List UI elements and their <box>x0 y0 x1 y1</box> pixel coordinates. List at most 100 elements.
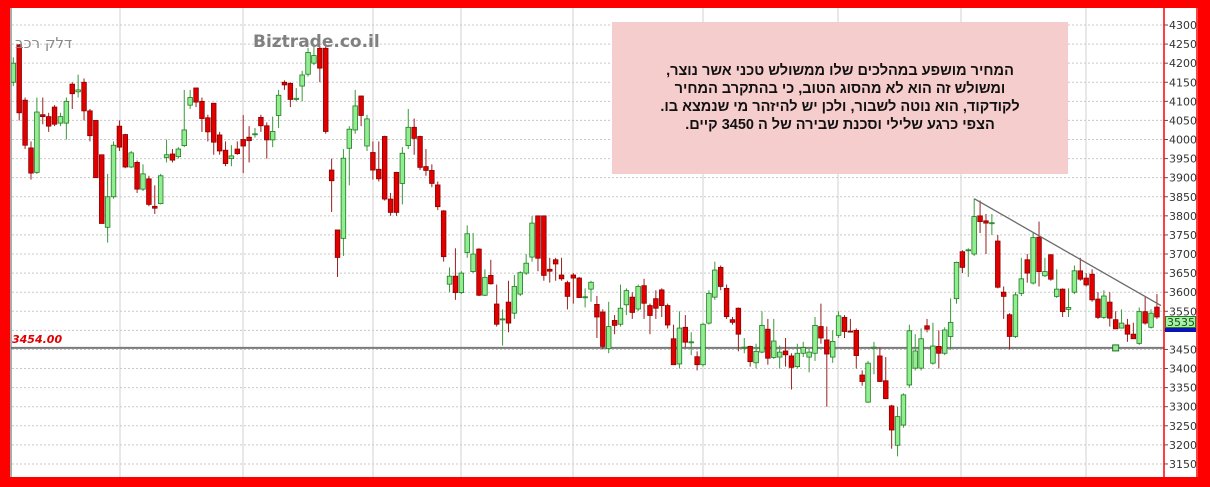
candle-body <box>647 305 653 316</box>
candle-body <box>953 262 960 300</box>
candle-body <box>888 405 895 431</box>
candle-body <box>894 416 901 446</box>
candle-up <box>75 74 81 98</box>
y-tick-label: 4100 <box>1169 95 1197 108</box>
candle-body <box>995 240 1001 288</box>
marker-square <box>1112 344 1120 352</box>
candle-down <box>358 95 364 127</box>
candle-body <box>529 222 535 258</box>
candle-down <box>558 257 565 281</box>
candle-body <box>110 144 117 198</box>
candle-up <box>252 128 258 138</box>
candle-up <box>753 343 759 369</box>
candle-down <box>81 78 87 121</box>
candle-down <box>328 158 335 213</box>
candle-body <box>1030 237 1036 284</box>
candle-down <box>1089 269 1095 302</box>
candle-body <box>57 116 64 124</box>
candle-body <box>511 286 518 314</box>
candle-down <box>747 345 753 367</box>
candle-body <box>912 350 918 369</box>
candle-body <box>399 152 406 184</box>
candle-down <box>264 122 270 159</box>
candle-body <box>558 274 565 280</box>
candle-down <box>488 259 494 285</box>
annotation-text: המחיר מושפע במהלכים שלו ממשולש טכני אשר … <box>660 62 1019 134</box>
candle-down <box>211 102 217 155</box>
candle-body <box>423 166 429 171</box>
candle-down <box>541 215 547 281</box>
candle-body <box>40 114 46 118</box>
y-tick-label: 4150 <box>1169 76 1197 89</box>
overlay <box>973 198 1162 352</box>
candle-up <box>588 280 594 302</box>
candle-up <box>712 261 718 300</box>
candle-up <box>688 332 694 356</box>
candle-down <box>1024 254 1030 283</box>
candle-body <box>476 248 482 296</box>
candle-down <box>653 290 659 319</box>
candle-body <box>169 153 176 161</box>
candle-body <box>163 154 170 158</box>
candle-down <box>535 215 541 272</box>
candle-up <box>34 97 40 174</box>
candle-down <box>859 370 865 386</box>
candle-body <box>393 171 400 213</box>
candle-body <box>1124 324 1131 335</box>
candle-down <box>765 318 771 365</box>
candle-down <box>1000 286 1007 319</box>
candle-body <box>311 55 317 64</box>
candle-down <box>723 284 730 319</box>
candle-body <box>152 205 158 209</box>
last-price-badge: 3535 <box>1165 316 1196 329</box>
candle-body <box>505 301 512 324</box>
candle-up <box>906 324 913 388</box>
candle-body <box>971 216 977 255</box>
candle-down <box>152 185 158 214</box>
candle-body <box>989 222 995 225</box>
candle-body <box>547 268 553 272</box>
candle-body <box>346 128 353 149</box>
candle-up <box>181 89 187 148</box>
candle-up <box>1012 292 1019 338</box>
candles <box>10 44 1160 457</box>
y-tick-label: 3450 <box>1169 343 1197 356</box>
candle-down <box>995 234 1001 289</box>
candle-body <box>635 286 641 310</box>
candle-body <box>1036 236 1042 272</box>
candle-body <box>942 329 948 354</box>
candle-body <box>883 380 889 400</box>
candle-body <box>205 117 211 133</box>
candle-body <box>517 272 523 295</box>
y-tick-label: 3150 <box>1169 458 1197 471</box>
candle-up <box>800 341 806 358</box>
candle-up <box>830 330 836 363</box>
candle-up <box>971 198 977 256</box>
candle-body <box>1136 311 1142 344</box>
candle-body <box>1054 288 1060 297</box>
y-tick-label: 3350 <box>1169 382 1197 395</box>
candle-up <box>700 322 706 367</box>
candle-up <box>482 269 488 297</box>
candle-up <box>953 261 960 304</box>
candle-body <box>600 311 606 347</box>
candle-down <box>888 404 895 449</box>
candle-up <box>1018 257 1025 297</box>
candle-body <box>440 210 447 258</box>
candle-body <box>641 285 647 304</box>
candle-body <box>452 275 459 293</box>
candle-down <box>729 317 736 325</box>
candle-down <box>193 87 199 108</box>
candle-body <box>818 326 824 339</box>
y-tick-label: 4000 <box>1169 134 1197 147</box>
candle-down <box>376 141 382 182</box>
candle-body <box>788 355 795 368</box>
candle-body <box>1071 270 1078 293</box>
candle-body <box>582 296 588 299</box>
y-tick-label: 3250 <box>1169 420 1197 433</box>
candle-body <box>1006 314 1013 337</box>
candle-body <box>1065 307 1072 310</box>
candle-up <box>364 114 370 151</box>
candle-body <box>234 148 241 155</box>
candle-body <box>63 100 70 124</box>
